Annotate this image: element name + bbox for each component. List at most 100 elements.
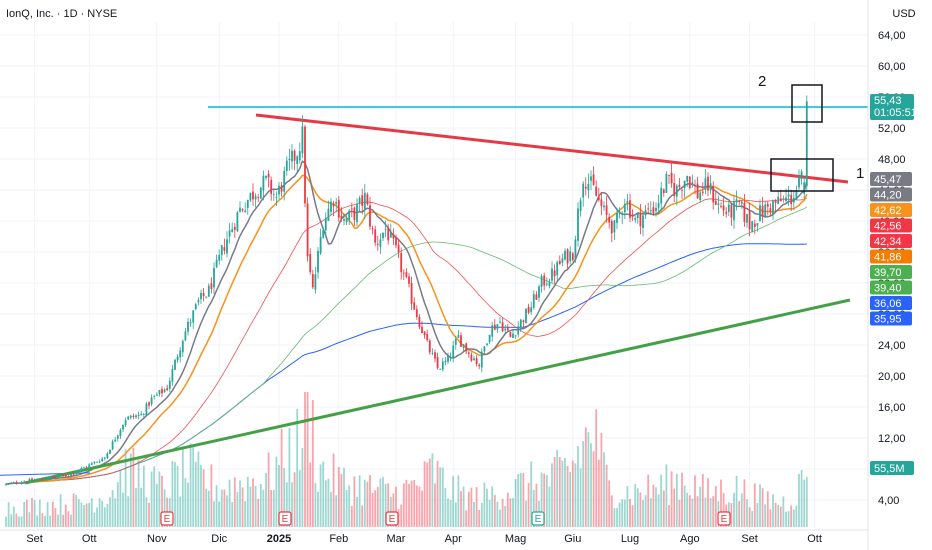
earnings-marker-label: E <box>389 514 396 525</box>
volume-bar <box>259 484 262 527</box>
candle-body <box>231 229 234 233</box>
candle-body <box>44 479 46 481</box>
ma-value-badge <box>870 187 912 202</box>
volume-bar <box>356 496 358 527</box>
candle-body <box>795 190 798 200</box>
volume-bar <box>636 488 639 527</box>
volume-bar <box>714 486 717 527</box>
candle-body <box>280 185 283 192</box>
volume-bar <box>470 487 473 527</box>
y-tick-label: 16,00 <box>878 402 906 414</box>
volume-bar <box>371 492 374 527</box>
volume-bar <box>54 507 57 527</box>
candle-body <box>798 176 800 188</box>
volume-bar <box>288 427 291 527</box>
candle-body <box>311 274 314 288</box>
volume-bar <box>441 467 444 527</box>
volume-bar <box>213 501 215 527</box>
candle-body <box>722 205 725 211</box>
candle-body <box>220 245 223 256</box>
candle-body <box>72 473 75 475</box>
volume-bar <box>478 510 481 527</box>
candle-body <box>210 283 213 289</box>
grid <box>0 22 868 528</box>
volume-bar <box>392 493 395 527</box>
volume-bar <box>712 496 715 527</box>
volume-bar <box>111 489 114 527</box>
earnings-marker: E <box>531 511 545 526</box>
volume-bar <box>187 482 189 527</box>
volume-bar <box>751 511 754 527</box>
volume-bar <box>158 471 161 527</box>
earnings-marker-label: E <box>535 514 542 525</box>
candle-body <box>148 402 150 406</box>
candle-body <box>488 334 491 343</box>
volume-bar <box>530 461 533 527</box>
candle-body <box>761 205 764 217</box>
volume-bar <box>558 457 561 527</box>
volume-bar <box>358 475 361 527</box>
volume-bar <box>80 502 83 527</box>
candle-body <box>402 272 405 274</box>
candle-body <box>384 228 387 230</box>
candle-body <box>142 414 145 415</box>
x-tick-label: Mag <box>505 533 526 545</box>
volume-bar <box>475 487 478 527</box>
volume-bar <box>207 490 210 527</box>
volume-bar <box>254 485 257 527</box>
candle-body <box>233 226 236 230</box>
volume-bar <box>493 494 496 527</box>
candle-body <box>340 215 343 219</box>
volume-bar <box>603 452 605 527</box>
volume-bar <box>743 479 746 527</box>
candle-body <box>145 403 148 416</box>
candle-body <box>285 160 288 172</box>
candle-body <box>262 175 265 191</box>
candle-body <box>699 192 702 201</box>
x-tick-label: Lug <box>621 533 639 545</box>
candle-body <box>184 331 187 341</box>
volume-bar <box>785 511 787 527</box>
candle-body <box>103 457 106 459</box>
volume-bar <box>782 496 785 527</box>
volume-bar <box>46 502 49 527</box>
volume-bar <box>491 486 494 527</box>
candle-body <box>769 208 772 212</box>
candle-body <box>98 461 101 463</box>
candle-body <box>51 476 54 478</box>
candle-body <box>678 184 681 188</box>
candle-body <box>291 150 293 162</box>
candle-body <box>665 173 668 193</box>
earnings-marker-label: E <box>721 514 728 525</box>
volume-bar <box>499 509 501 527</box>
candles <box>5 95 808 487</box>
candle-body <box>777 196 780 205</box>
candle-body <box>85 467 88 469</box>
candle-body <box>150 397 153 405</box>
candle-body <box>70 473 72 477</box>
candle-body <box>535 294 538 300</box>
volume-bar <box>509 498 512 527</box>
candle-body <box>465 343 468 352</box>
volume-bar <box>431 453 434 527</box>
volume-bar <box>88 502 91 527</box>
candle-body <box>343 219 345 221</box>
candle-body <box>353 207 356 220</box>
volume-bar <box>25 499 28 527</box>
candle-body <box>639 212 642 227</box>
candle-body <box>38 478 41 480</box>
volume-bar <box>592 451 595 527</box>
volume-bar <box>231 501 234 527</box>
volume-bar <box>566 466 569 527</box>
candle-body <box>12 482 15 484</box>
candle-body <box>803 182 806 194</box>
candle-body <box>696 183 699 199</box>
volume-bar <box>361 505 364 527</box>
candle-body <box>223 247 226 251</box>
candle-body <box>309 254 312 273</box>
candle-body <box>189 322 192 324</box>
candle-body <box>564 250 566 260</box>
volume-bar <box>660 474 663 527</box>
ma10-line <box>5 160 808 485</box>
